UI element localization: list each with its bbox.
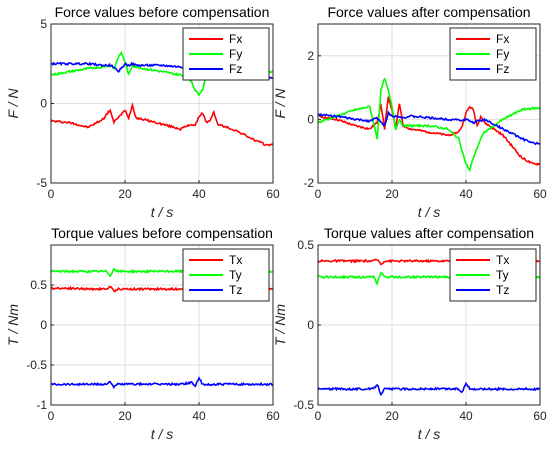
legend-label-ty: Ty [496, 268, 509, 282]
x-tick-label: 0 [315, 187, 322, 201]
chart-title: Torque values before compensation [51, 225, 273, 241]
series-line-tz [318, 381, 540, 397]
y-tick-label: -2 [303, 176, 314, 190]
x-axis-label: t / s [418, 204, 441, 220]
legend-label-tx: Tx [229, 253, 242, 267]
y-axis-label: T / Nm [5, 304, 21, 346]
x-tick-label: 40 [192, 187, 206, 201]
y-tick-label: 5 [40, 17, 47, 31]
series-line-fx [51, 102, 273, 147]
legend-label-tz: Tz [496, 283, 509, 297]
axes-box [317, 244, 541, 406]
x-tick-label: 20 [118, 409, 132, 423]
x-tick-label: 60 [266, 187, 280, 201]
y-tick-label: -5 [36, 176, 47, 190]
x-tick-label: 60 [266, 409, 280, 423]
legend-label-fy: Fy [229, 47, 242, 61]
y-tick-label: 0.5 [30, 278, 47, 292]
chart-panel-3: 0 20 40 60 -1 -0.5 0 0.5 Torque values before co… [5, 225, 280, 442]
y-tick-label: -0.5 [26, 358, 47, 372]
legend-label-fz: Fz [229, 62, 242, 76]
y-tick-label: -0.5 [293, 398, 314, 412]
y-axis-label: T / Nm [272, 304, 288, 346]
x-tick-label: 20 [385, 409, 399, 423]
x-axis-label: t / s [151, 204, 174, 220]
x-tick-label: 60 [533, 409, 547, 423]
y-tick-label: 0 [307, 318, 314, 332]
y-tick-label: 0 [40, 97, 47, 111]
y-axis-label: F / N [5, 88, 21, 119]
legend-label-fy: Fy [496, 47, 509, 61]
y-tick-label: -1 [36, 398, 47, 412]
y-tick-label: 0 [40, 318, 47, 332]
x-tick-label: 0 [48, 409, 55, 423]
y-tick-label: 2 [307, 49, 314, 63]
series-line-fz [318, 110, 540, 146]
x-tick-label: 40 [459, 409, 473, 423]
x-axis-label: t / s [151, 426, 174, 442]
x-tick-label: 0 [315, 409, 322, 423]
x-axis-label: t / s [418, 426, 441, 442]
x-tick-label: 40 [459, 187, 473, 201]
axes-box [50, 23, 274, 184]
y-tick-label: 0 [307, 112, 314, 126]
legend-label-fz: Fz [496, 62, 509, 76]
chart-title: Torque values after compensation [324, 225, 534, 241]
y-axis-label: F / N [272, 88, 288, 119]
x-tick-label: 40 [192, 409, 206, 423]
x-tick-label: 0 [48, 187, 55, 201]
y-tick-label: 0.5 [297, 238, 314, 252]
x-tick-label: 20 [385, 187, 399, 201]
legend-label-tz: Tz [229, 283, 242, 297]
x-tick-label: 20 [118, 187, 132, 201]
series-line-fx [318, 96, 540, 166]
legend-label-ty: Ty [229, 268, 242, 282]
axes-box [317, 23, 541, 184]
legend-label-fx: Fx [496, 32, 509, 46]
chart-title: Force values after compensation [327, 4, 530, 20]
legend-label-tx: Tx [496, 253, 509, 267]
series-line-tz [51, 376, 273, 390]
chart-title: Force values before compensation [55, 4, 270, 20]
legend-label-fx: Fx [229, 32, 242, 46]
series-line-fy [318, 77, 540, 173]
x-tick-label: 60 [533, 187, 547, 201]
axes-box [50, 244, 274, 406]
